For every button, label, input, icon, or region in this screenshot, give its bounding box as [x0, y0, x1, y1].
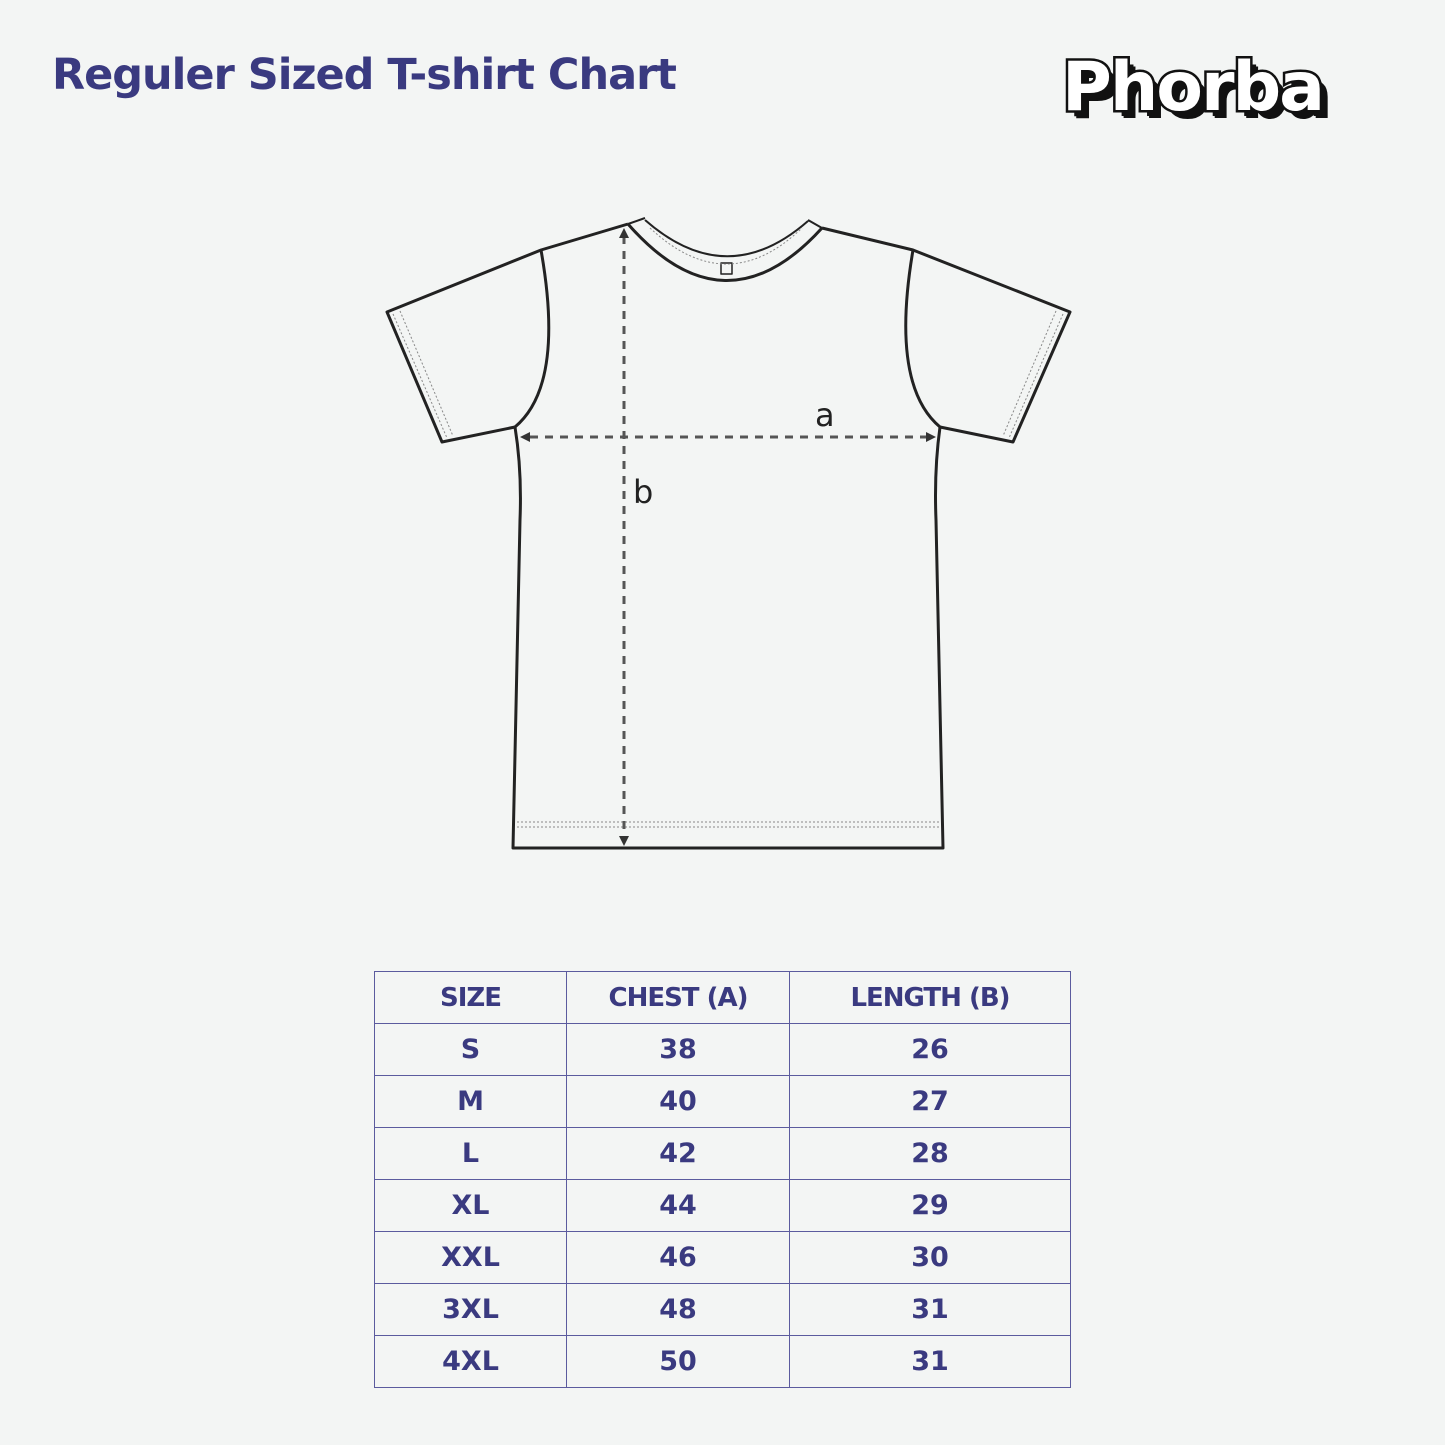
size-table: SIZE CHEST (A) LENGTH (B) S 38 26 M 40 27 L 42 2… — [374, 971, 1071, 1388]
table-row: XL 44 29 — [374, 1179, 1071, 1232]
header-chest: CHEST (A) — [566, 971, 790, 1024]
collar-inner — [627, 217, 823, 258]
collar-outer — [626, 223, 824, 282]
size-cell: 4XL — [374, 1335, 567, 1388]
table-row: L 42 28 — [374, 1127, 1071, 1180]
header-size: SIZE — [374, 971, 567, 1024]
sleeve-seam-right — [904, 249, 941, 429]
table-row: XXL 46 30 — [374, 1231, 1071, 1284]
table-row: S 38 26 — [374, 1023, 1071, 1076]
length-cell: 31 — [789, 1283, 1071, 1336]
neck-label — [720, 262, 733, 275]
length-cell: 30 — [789, 1231, 1071, 1284]
length-cell: 28 — [789, 1127, 1071, 1180]
chest-cell: 48 — [566, 1283, 790, 1336]
chest-cell: 40 — [566, 1075, 790, 1128]
header-length: LENGTH (B) — [789, 971, 1071, 1024]
size-cell: M — [374, 1075, 567, 1128]
size-cell: L — [374, 1127, 567, 1180]
length-cell: 27 — [789, 1075, 1071, 1128]
sleeve-seam-left — [514, 249, 551, 429]
chest-cell: 46 — [566, 1231, 790, 1284]
size-cell: S — [374, 1023, 567, 1076]
size-cell: 3XL — [374, 1283, 567, 1336]
chest-cell: 38 — [566, 1023, 790, 1076]
length-cell: 31 — [789, 1335, 1071, 1388]
table-row: 3XL 48 31 — [374, 1283, 1071, 1336]
size-cell: XXL — [374, 1231, 567, 1284]
tshirt-outline — [385, 222, 1072, 850]
size-cell: XL — [374, 1179, 567, 1232]
chest-cell: 42 — [566, 1127, 790, 1180]
label-a: a — [815, 396, 835, 434]
page-title: Reguler Sized T-shirt Chart — [52, 50, 677, 100]
chest-cell: 44 — [566, 1179, 790, 1232]
table-header-row: SIZE CHEST (A) LENGTH (B) — [374, 971, 1071, 1024]
label-b: b — [633, 473, 653, 511]
brand-logo: Phorba — [1059, 46, 1327, 130]
table-row: M 40 27 — [374, 1075, 1071, 1128]
chest-cell: 50 — [566, 1335, 790, 1388]
length-cell: 26 — [789, 1023, 1071, 1076]
table-row: 4XL 50 31 — [374, 1335, 1071, 1388]
length-cell: 29 — [789, 1179, 1071, 1232]
